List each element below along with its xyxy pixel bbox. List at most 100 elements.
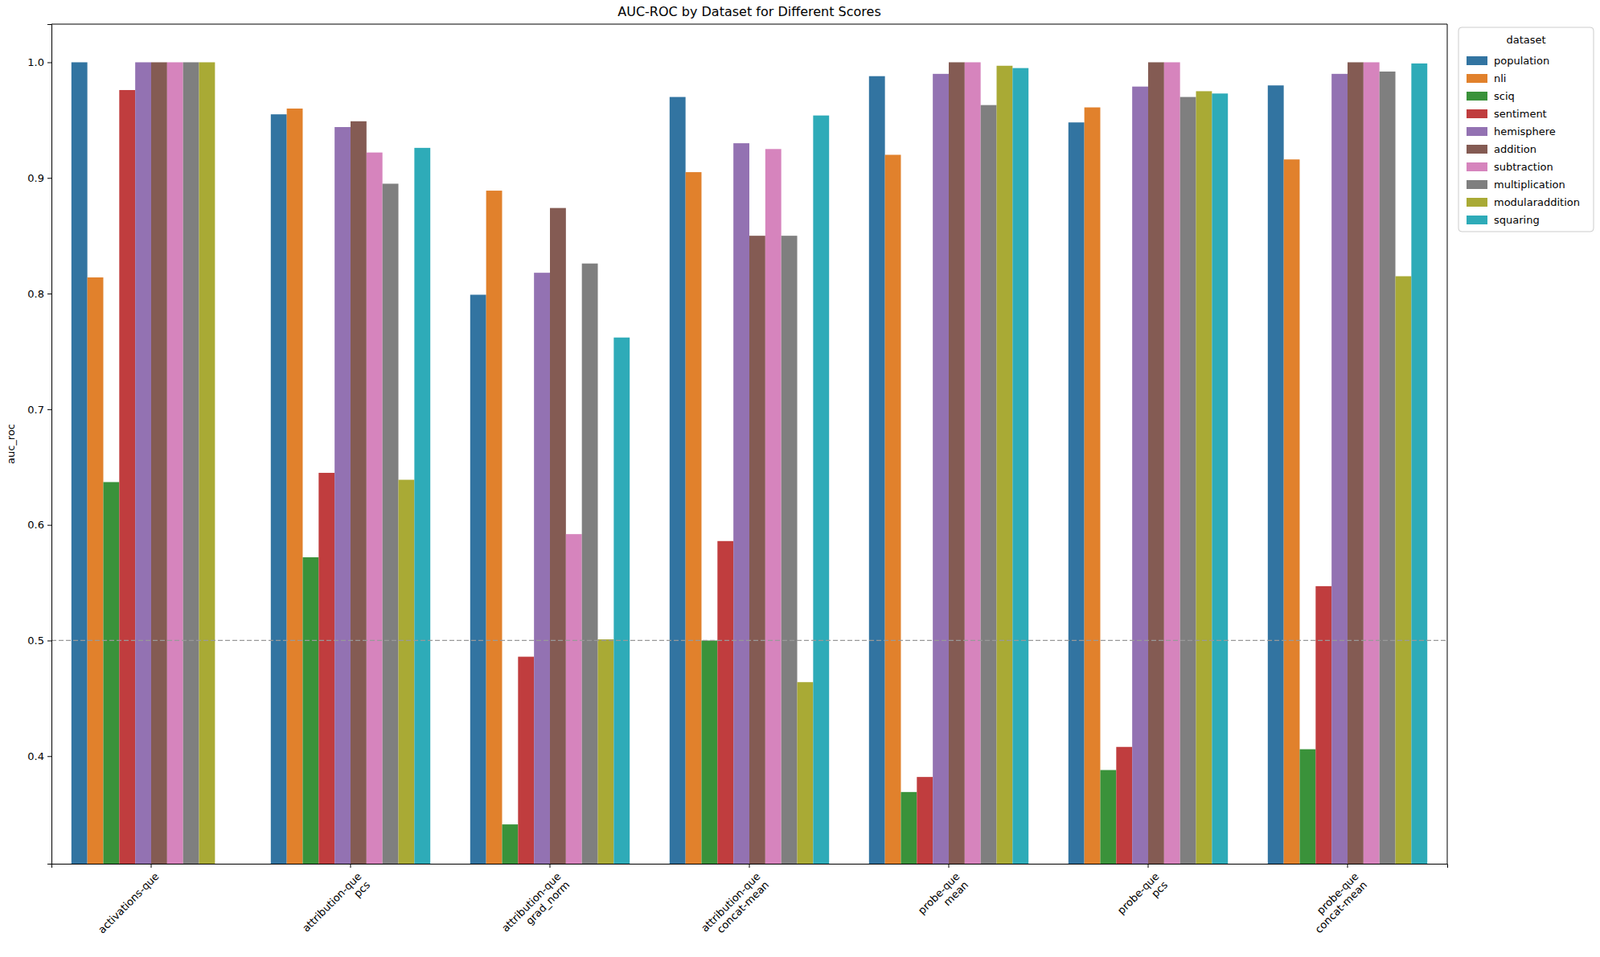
y-axis: 0.4 0.5 0.6 0.7 0.8 0.9 1.0 — [27, 24, 52, 865]
legend-label: nli — [1493, 72, 1506, 85]
x-tick-label-line: pcs — [1148, 877, 1170, 899]
y-tick-label: 0.7 — [27, 403, 45, 416]
x-tick-label: probe-quepcs — [1115, 869, 1170, 925]
x-tick-label: probe-queconcat-mean — [1304, 869, 1370, 936]
bar — [334, 127, 351, 864]
frame-top — [51, 24, 1448, 25]
bar — [1284, 159, 1301, 864]
bar — [1395, 275, 1412, 864]
bar — [717, 541, 734, 864]
legend-label: addition — [1493, 143, 1537, 156]
bar — [964, 61, 981, 864]
bar — [733, 143, 750, 864]
x-tick-label-line: attribution-que — [299, 869, 365, 935]
bar — [102, 481, 119, 864]
x-tick: probe-quemean — [915, 863, 971, 925]
x-tick-mark — [1347, 863, 1349, 868]
x-axis-line — [52, 864, 1449, 869]
bar — [869, 76, 886, 864]
bar — [685, 172, 702, 864]
legend-label: multiplication — [1493, 178, 1566, 191]
bar — [996, 65, 1014, 864]
legend-swatch — [1466, 197, 1488, 207]
legend-swatch — [1466, 180, 1488, 189]
bar — [302, 557, 319, 864]
y-tick: 0.9 — [27, 172, 52, 185]
bar — [517, 656, 534, 864]
y-axis-line — [47, 24, 53, 865]
bar — [470, 294, 487, 864]
bar — [781, 235, 798, 864]
y-tick-mark — [47, 755, 52, 757]
bar — [812, 115, 829, 864]
y-tick-mark — [47, 293, 52, 295]
x-tick-label-line: mean — [941, 878, 972, 909]
bar — [980, 105, 997, 864]
y-tick: 1.0 — [27, 56, 52, 69]
chart: 0.4 0.5 0.6 0.7 0.8 0.9 1.0 activations-que attr… — [0, 0, 1600, 957]
x-tick-label: probe-quemean — [915, 869, 971, 925]
bar — [885, 154, 902, 864]
y-tick-label: 0.6 — [27, 518, 45, 531]
legend-box — [1458, 27, 1594, 232]
legend-label: hemisphere — [1493, 125, 1556, 138]
bar — [1115, 746, 1133, 864]
x-tick-label-line: concat-mean — [1312, 878, 1370, 936]
y-tick-label: 0.4 — [27, 750, 45, 763]
legend-swatch — [1466, 73, 1488, 83]
bar — [948, 61, 965, 864]
x-tick-label-line: concat-mean — [713, 878, 772, 936]
legend-title: dataset — [1505, 33, 1546, 46]
bar — [167, 61, 184, 864]
x-tick-label: activations-que — [95, 869, 162, 936]
y-tick-mark — [47, 177, 52, 179]
x-tick: attribution-queconcat-mean — [698, 863, 772, 943]
bar — [1084, 107, 1101, 864]
y-tick-mark — [47, 525, 52, 526]
legend-label: modularaddition — [1493, 196, 1580, 209]
y-tick-label: 0.5 — [27, 634, 45, 647]
y-tick: 0.5 — [27, 634, 52, 647]
frame-right — [1447, 24, 1449, 864]
x-tick: probe-quepcs — [1115, 863, 1170, 925]
legend: datasetpopulationnlisciqsentimenthemisph… — [1458, 27, 1594, 232]
bar — [366, 152, 383, 864]
x-tick-label-line: pcs — [351, 877, 373, 899]
y-tick-label: 1.0 — [27, 56, 45, 69]
legend-label: subtraction — [1493, 160, 1554, 173]
bar — [71, 61, 88, 864]
bar — [669, 97, 686, 864]
plot-area: 0.4 0.5 0.6 0.7 0.8 0.9 1.0 activations-que attr… — [27, 24, 1448, 943]
y-tick: 0.6 — [27, 518, 52, 531]
x-tick-label: attribution-quegrad_norm — [499, 869, 572, 943]
bar — [1347, 61, 1364, 864]
x-tick-mark — [151, 863, 152, 868]
bar — [1164, 61, 1181, 864]
bar — [318, 472, 335, 864]
y-tick-mark — [47, 61, 52, 63]
bar — [1379, 71, 1396, 864]
bar — [566, 533, 583, 864]
bar — [1196, 90, 1213, 864]
bar — [533, 272, 550, 864]
legend-label: sentiment — [1493, 107, 1547, 120]
y-tick: 0.4 — [27, 750, 52, 763]
bars — [51, 61, 1448, 864]
bar — [350, 121, 367, 864]
y-tick: 0.7 — [27, 403, 52, 416]
bar — [199, 61, 216, 864]
bar — [1068, 122, 1085, 864]
bar — [1180, 97, 1197, 864]
bar — [287, 108, 304, 864]
bar — [135, 61, 152, 864]
legend-swatch — [1466, 56, 1488, 66]
bar — [270, 114, 288, 864]
bar — [1211, 93, 1228, 864]
bar — [1315, 586, 1332, 864]
y-tick: 0.8 — [27, 287, 52, 300]
y-tick-mark — [47, 640, 52, 641]
x-tick-mark — [948, 863, 950, 868]
bar — [797, 681, 814, 864]
bar — [701, 640, 718, 864]
title: AUC-ROC by Dataset for Different Scores — [617, 4, 881, 20]
